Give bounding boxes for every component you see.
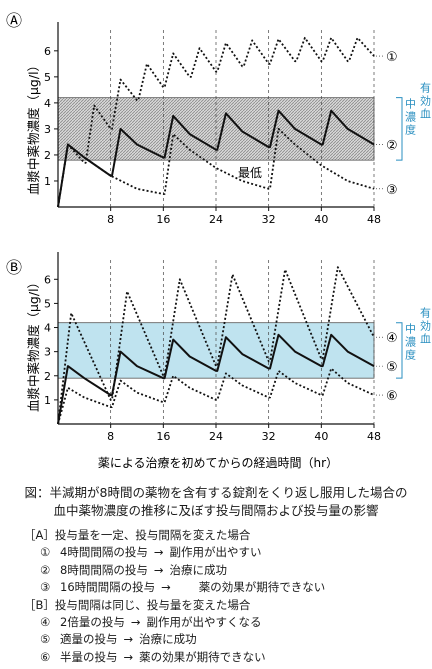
item-number: ① bbox=[40, 545, 51, 560]
band-bracket bbox=[396, 97, 403, 161]
notes-b-item: ④ 2倍量の投与 → 副作用が出やすくなる bbox=[24, 614, 325, 631]
series-line-2 bbox=[57, 109, 375, 208]
notes-a-heading: ［A］投与量を一定、投与間隔を変えた場合 bbox=[24, 528, 251, 542]
band-label-char: 有 bbox=[420, 81, 431, 95]
panel-a-band-bottom-label: 最低 bbox=[238, 166, 262, 180]
panel-a-ylabel: 血漿中薬物濃度（μg/l） bbox=[26, 59, 41, 195]
y-tick-label: 4 bbox=[44, 322, 51, 335]
item-text: 半量の投与 bbox=[60, 649, 118, 664]
item-text: 16時間間隔の投与 bbox=[60, 580, 156, 595]
arrow-icon: → bbox=[153, 562, 164, 577]
chart-canvas: Ⓐ 血漿中薬物濃度（μg/l） 最高 最低 Ⓑ 血漿中薬物濃度（μg/l） 薬に… bbox=[6, 11, 431, 470]
y-tick-label: 1 bbox=[44, 394, 51, 407]
item-result: 副作用が出やすい bbox=[169, 545, 262, 560]
series-label: ④ bbox=[386, 331, 398, 346]
band-bracket bbox=[396, 322, 403, 379]
series-line-3 bbox=[57, 367, 375, 425]
arrow-icon: → bbox=[130, 615, 141, 630]
x-tick-label: 16 bbox=[156, 430, 170, 443]
band-label-char: 中 bbox=[405, 323, 416, 336]
band-label-char: 中 bbox=[405, 98, 416, 111]
series-label: ② bbox=[386, 139, 398, 154]
x-tick-label: 16 bbox=[156, 213, 170, 226]
item-number: ③ bbox=[40, 580, 51, 595]
x-tick-label: 48 bbox=[367, 213, 381, 226]
x-tick-label: 8 bbox=[107, 430, 114, 443]
arrow-icon: → bbox=[123, 632, 134, 647]
series-label: ③ bbox=[386, 183, 398, 198]
y-tick-label: 2 bbox=[44, 149, 51, 162]
item-text: 2倍量の投与 bbox=[60, 615, 125, 630]
band-label-char: 血 bbox=[420, 332, 431, 346]
arrow-icon: → bbox=[153, 545, 164, 560]
item-number: ④ bbox=[40, 615, 51, 630]
series-line-3 bbox=[57, 128, 375, 208]
x-tick-label: 8 bbox=[107, 213, 114, 226]
item-result: 薬の効果が期待できない bbox=[198, 580, 326, 595]
y-tick-label: 4 bbox=[44, 97, 51, 110]
item-number: ⑥ bbox=[40, 649, 51, 664]
item-text: 4時間間隔の投与 bbox=[60, 545, 148, 560]
item-number: ② bbox=[40, 562, 51, 577]
item-text: 適量の投与 bbox=[60, 632, 118, 647]
notes-list: ［A］投与量を一定、投与間隔を変えた場合 ① 4時間間隔の投与 → 副作用が出やすい … bbox=[24, 527, 325, 666]
y-tick-label: 6 bbox=[44, 273, 51, 286]
band-label-char: 度 bbox=[405, 123, 416, 137]
item-result: 副作用が出やすくなる bbox=[146, 615, 262, 630]
x-tick-label: 48 bbox=[367, 430, 381, 443]
item-result: 薬の効果が期待できない bbox=[139, 649, 266, 664]
y-tick-label: 2 bbox=[44, 370, 51, 383]
panel-b-label: Ⓑ bbox=[6, 258, 22, 277]
caption-line-2: 血中薬物濃度の推移に及ぼす投与間隔および投与量の影響 bbox=[53, 503, 379, 518]
x-tick-label: 24 bbox=[209, 430, 223, 443]
y-tick-label: 1 bbox=[44, 175, 51, 188]
arrow-icon: → bbox=[161, 580, 171, 595]
y-tick-label: 6 bbox=[44, 45, 51, 58]
caption-line-1: 図：半減期が8時間の薬物を含有する錠剤をくり返し服用した場合の bbox=[24, 485, 408, 500]
x-tick-label: 40 bbox=[314, 213, 328, 226]
arrow-icon: → bbox=[123, 649, 134, 664]
band-label-char: 度 bbox=[405, 348, 416, 362]
x-tick-label: 24 bbox=[209, 213, 223, 226]
panel-b-ylabel: 血漿中薬物濃度（μg/l） bbox=[26, 276, 41, 412]
band-label-char: 効 bbox=[420, 94, 431, 108]
y-tick-label: 5 bbox=[44, 297, 51, 310]
series-label: ⑥ bbox=[386, 389, 398, 404]
x-tick-label: 32 bbox=[262, 213, 276, 226]
series-label: ① bbox=[386, 50, 398, 65]
figure-caption: 図：半減期が8時間の薬物を含有する錠剤をくり返し服用した場合の 血中薬物濃度の推… bbox=[0, 484, 432, 520]
series-line-2 bbox=[57, 333, 375, 425]
notes-a-item: ② 8時間間隔の投与 → 治療に成功 bbox=[24, 562, 325, 579]
panel-b-xlabel: 薬による治療を初めてからの経過時間（hr） bbox=[98, 456, 338, 470]
band-label-char: 有 bbox=[420, 306, 431, 320]
band-label-char: 効 bbox=[420, 319, 431, 333]
item-result: 治療に成功 bbox=[169, 562, 227, 577]
y-tick-label: 3 bbox=[44, 346, 51, 359]
series-label: ⑤ bbox=[386, 360, 398, 375]
band-label-char: 濃 bbox=[405, 335, 416, 349]
y-tick-label: 3 bbox=[44, 123, 51, 136]
item-result: 治療に成功 bbox=[139, 632, 197, 647]
band-label-char: 濃 bbox=[405, 110, 416, 124]
notes-b-item: ⑤ 適量の投与 → 治療に成功 bbox=[24, 631, 325, 648]
x-tick-label: 32 bbox=[262, 430, 276, 443]
series-line-1 bbox=[57, 36, 375, 208]
y-tick-label: 5 bbox=[44, 71, 51, 84]
notes-b-item: ⑥ 半量の投与 → 薬の効果が期待できない bbox=[24, 649, 325, 666]
band-label-char: 血 bbox=[420, 107, 431, 121]
notes-b-heading: ［B］投与間隔は同じ、投与量を変えた場合 bbox=[24, 597, 251, 612]
panel-a-label: Ⓐ bbox=[6, 11, 22, 30]
x-tick-label: 40 bbox=[314, 430, 328, 443]
item-text: 8時間間隔の投与 bbox=[60, 562, 148, 577]
notes-a-item: ① 4時間間隔の投与 → 副作用が出やすい bbox=[24, 544, 325, 561]
notes-a-item: ③ 16時間間隔の投与 → 薬の効果が期待できない bbox=[24, 579, 325, 596]
item-number: ⑤ bbox=[40, 632, 51, 647]
